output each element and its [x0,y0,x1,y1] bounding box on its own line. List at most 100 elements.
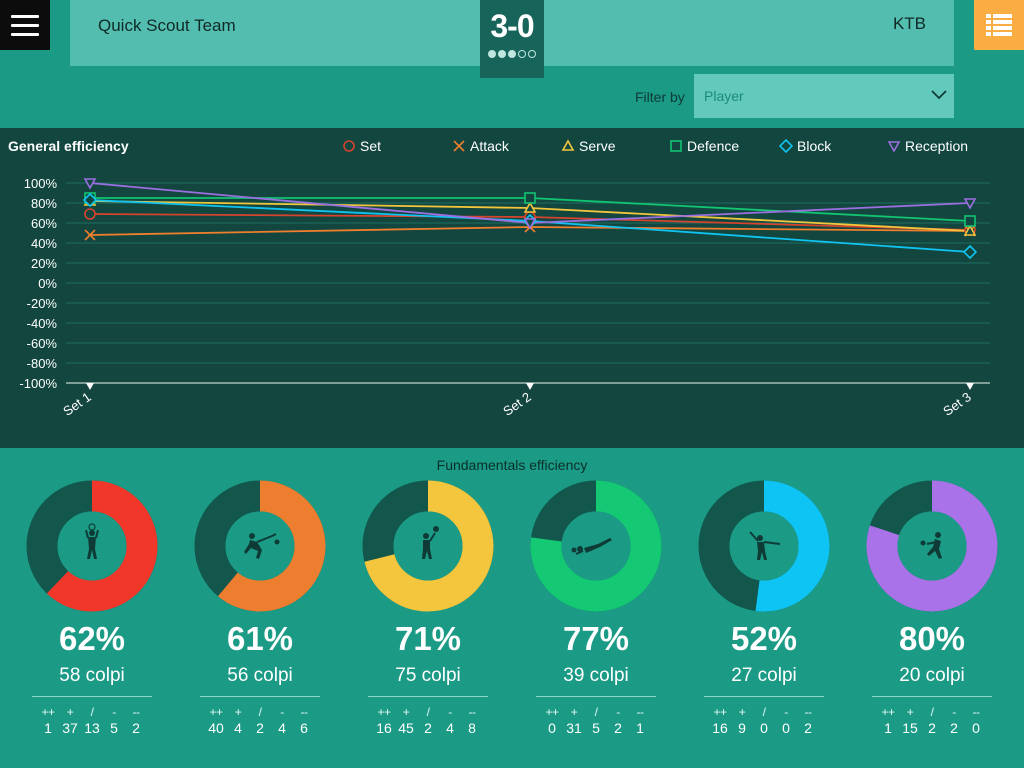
stat-header: -- [636,705,645,719]
stat-value: 16 [712,720,728,736]
donut-chart-attack [194,480,326,612]
stat-value: 5 [110,720,118,736]
stat-header: -- [132,705,141,719]
data-point-block[interactable] [82,192,98,208]
stat-header: -- [804,705,813,719]
donut-chart-reception [866,480,998,612]
divider [200,696,320,697]
legend-label: Set [360,138,382,154]
receiver-icon [920,532,942,559]
triangle-down-marker-icon [887,141,901,153]
donut-center [225,511,295,581]
divider [704,696,824,697]
stat-header: - [952,705,956,719]
stat-header: - [448,705,452,719]
legend-item-reception[interactable]: Reception [887,138,968,154]
stat-value: 37 [62,720,78,736]
legend-label: Defence [687,138,740,154]
home-team-name: Quick Scout Team [98,16,236,35]
score-box[interactable]: 3-0 [480,0,544,78]
divider [536,696,656,697]
stat-value: 16 [376,720,392,736]
stat-header: + [234,705,242,719]
x-tick-label: Set 2 [500,389,533,419]
stat-header: + [66,705,74,719]
defender-dive-icon [571,538,612,555]
data-point-serve[interactable] [523,201,537,213]
set-dot-filled [498,50,506,58]
stat-value: 0 [972,720,980,736]
circle-marker-icon [343,140,355,152]
y-tick-label: -20% [27,296,58,311]
stat-header: ++ [713,705,727,719]
data-point-reception[interactable] [523,218,537,230]
efficiency-percent-reception: 80% [898,620,966,657]
away-team-name: KTB [892,14,926,33]
stat-header: - [280,705,284,719]
stat-value: 2 [950,720,958,736]
legend-item-serve[interactable]: Serve [561,138,616,154]
stat-header-row: ++ + / - -- [200,705,320,719]
stat-values-row: 0 31 5 2 1 [536,720,656,736]
data-point-set[interactable] [84,208,96,220]
data-point-defence[interactable] [524,192,536,204]
stat-header: - [112,705,116,719]
stat-values-row: 16 45 2 4 8 [368,720,488,736]
y-tick-label: 0% [38,276,57,291]
stat-value: 6 [300,720,308,736]
stat-values-row: 1 15 2 2 0 [872,720,992,736]
stat-header: / [762,705,766,719]
stat-header: + [906,705,914,719]
stat-header: + [738,705,746,719]
stat-header: - [784,705,788,719]
stat-value: 0 [548,720,556,736]
stat-values-row: 16 9 0 0 2 [704,720,824,736]
divider [872,696,992,697]
data-point-serve[interactable] [963,224,977,236]
stat-value: 1 [884,720,892,736]
data-point-reception[interactable] [83,178,97,190]
server-icon [422,526,439,559]
y-tick-label: -100% [19,376,57,391]
match-score: 3-0 [490,8,534,44]
stat-value: 4 [278,720,286,736]
line-chart: 100%80%60%40%20%0%-20%-40%-60%-80%-100%S… [19,176,990,419]
colpi-count-attack: 56 colpi [227,665,293,686]
stat-header: ++ [545,705,559,719]
legend-item-set[interactable]: Set [342,138,381,154]
list-view-button[interactable] [974,0,1024,50]
stat-header-row: ++ + / - -- [536,705,656,719]
stat-header: / [426,705,430,719]
efficiency-percent-block: 52% [730,620,798,657]
data-point-block[interactable] [962,244,978,260]
colpi-count-reception: 20 colpi [899,665,965,686]
menu-button[interactable] [0,0,50,50]
donut-arc-block [698,480,830,612]
stat-header: ++ [881,705,895,719]
filter-player-select[interactable]: Player [694,74,954,118]
general-efficiency-chart: 100% 80% 60% 40% 20% 0% -20% -40% -60% -80% -100% S… [0,128,1024,448]
y-tick-label: 100% [24,176,58,191]
stat-value: 2 [928,720,936,736]
stat-value: 2 [256,720,264,736]
y-tick-label: 40% [31,236,57,251]
legend-item-block[interactable]: Block [779,138,831,154]
stat-value: 1 [44,720,52,736]
stat-header: ++ [209,705,223,719]
stat-value: 9 [738,720,746,736]
data-point-reception[interactable] [963,198,977,210]
data-point-attack[interactable] [84,229,96,241]
data-point-defence[interactable] [964,215,976,227]
efficiency-percent-set: 62% [58,620,126,657]
x-tick-marker [86,383,94,390]
stat-values-row: 1 37 13 5 2 [32,720,152,736]
x-tick-label: Set 3 [940,389,973,419]
efficiency-percent-attack: 61% [226,620,294,657]
donut-chart-block [698,480,830,612]
y-tick-label: 60% [31,216,57,231]
stat-value: 13 [84,720,100,736]
legend-item-attack[interactable]: Attack [452,138,509,154]
legend-label: Reception [905,138,969,154]
legend-item-defence[interactable]: Defence [669,138,739,154]
stat-value: 2 [614,720,622,736]
